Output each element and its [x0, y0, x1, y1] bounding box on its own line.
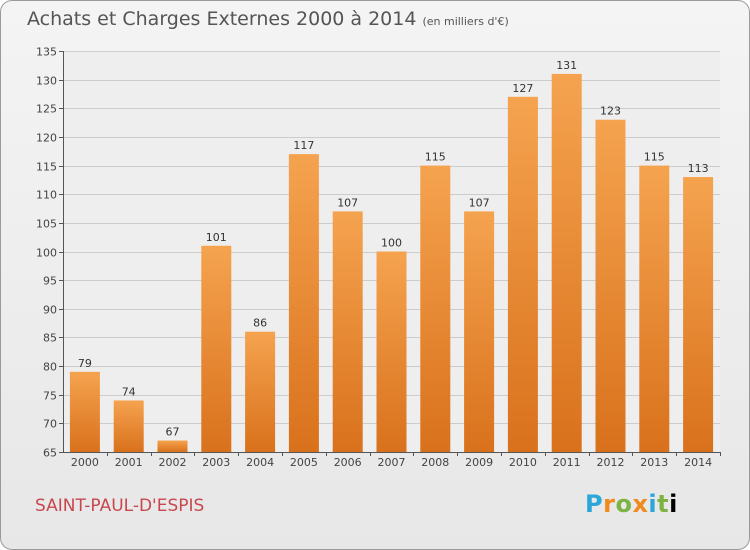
y-tick-label: 65: [43, 447, 57, 460]
bar: [507, 96, 538, 452]
logo-letter: o: [615, 490, 633, 518]
data-label: 117: [293, 139, 314, 152]
data-label: 100: [381, 237, 402, 250]
data-label: 115: [425, 151, 446, 164]
bar: [113, 400, 144, 452]
x-tick-label: 2004: [246, 456, 274, 469]
y-tick-label: 75: [43, 390, 57, 403]
x-tick-label: 2009: [465, 456, 493, 469]
bar: [332, 211, 363, 452]
x-tick-label: 2010: [509, 456, 537, 469]
data-label: 107: [337, 196, 358, 209]
data-label: 79: [78, 357, 92, 370]
axes: 65 70 75 80 85 90 95 100 105 110 115 120 125 130 135: [36, 46, 721, 460]
x-tick-label: 2003: [202, 456, 230, 469]
y-tick-label: 100: [36, 247, 57, 260]
x-tick-label: 2000: [71, 456, 99, 469]
bar: [551, 73, 582, 453]
labels: 2000 79 2001 74 2002 67 2003 101 2004 86 2005 117 20…: [71, 59, 712, 469]
x-tick-label: 2007: [378, 456, 406, 469]
y-tick-label: 135: [36, 46, 57, 59]
proxiti-logo: Proxiti: [585, 490, 678, 518]
y-tick-label: 110: [36, 189, 57, 202]
y-tick-label: 95: [43, 275, 57, 288]
bar: [464, 211, 495, 452]
bar: [245, 331, 276, 452]
bar: [420, 165, 451, 453]
data-label: 107: [469, 196, 490, 209]
bar: [69, 371, 100, 452]
x-tick-label: 2002: [159, 456, 187, 469]
x-tick-label: 2011: [553, 456, 581, 469]
y-tick-label: 90: [43, 304, 57, 317]
data-label: 115: [644, 151, 665, 164]
logo-letter: x: [632, 490, 649, 518]
x-tick-label: 2014: [684, 456, 712, 469]
bar: [376, 251, 407, 452]
y-tick-label: 70: [43, 418, 57, 431]
x-tick-label: 2012: [597, 456, 625, 469]
data-label: 101: [206, 231, 227, 244]
logo-letter: r: [603, 490, 616, 518]
data-label: 131: [556, 59, 577, 72]
y-tick-label: 125: [36, 103, 57, 116]
data-label: 123: [600, 105, 621, 118]
y-tick-label: 85: [43, 332, 57, 345]
bars: [69, 73, 714, 453]
x-tick-label: 2006: [334, 456, 362, 469]
data-label: 113: [688, 162, 709, 175]
bar: [595, 119, 626, 452]
bar: [201, 245, 232, 452]
y-tick-label: 105: [36, 218, 57, 231]
y-tick-label: 130: [36, 75, 57, 88]
data-label: 86: [253, 317, 267, 330]
x-tick-label: 2005: [290, 456, 318, 469]
data-label: 67: [166, 426, 180, 439]
logo-letter: t: [657, 490, 670, 518]
chart-title: Achats et Charges Externes 2000 à 2014 (e…: [27, 8, 509, 30]
x-tick-label: 2013: [640, 456, 668, 469]
data-label: 74: [122, 385, 136, 398]
data-label: 127: [512, 82, 533, 95]
y-tick-label: 120: [36, 132, 57, 145]
logo-letter: i: [669, 490, 678, 518]
chart-title-text: Achats et Charges Externes 2000 à 2014: [27, 8, 417, 30]
bar: [639, 165, 670, 453]
x-tick-label: 2001: [115, 456, 143, 469]
bar: [288, 154, 319, 452]
logo-letter: i: [648, 490, 658, 518]
city-name: SAINT-PAUL-D'ESPIS: [35, 496, 205, 516]
x-tick-label: 2008: [421, 456, 449, 469]
chart-unit: (en milliers d'€): [422, 15, 509, 28]
y-tick-label: 80: [43, 361, 57, 374]
y-tick-label: 115: [36, 161, 57, 174]
bar: [157, 440, 188, 452]
bar: [683, 177, 714, 452]
logo-letter: P: [585, 490, 604, 518]
